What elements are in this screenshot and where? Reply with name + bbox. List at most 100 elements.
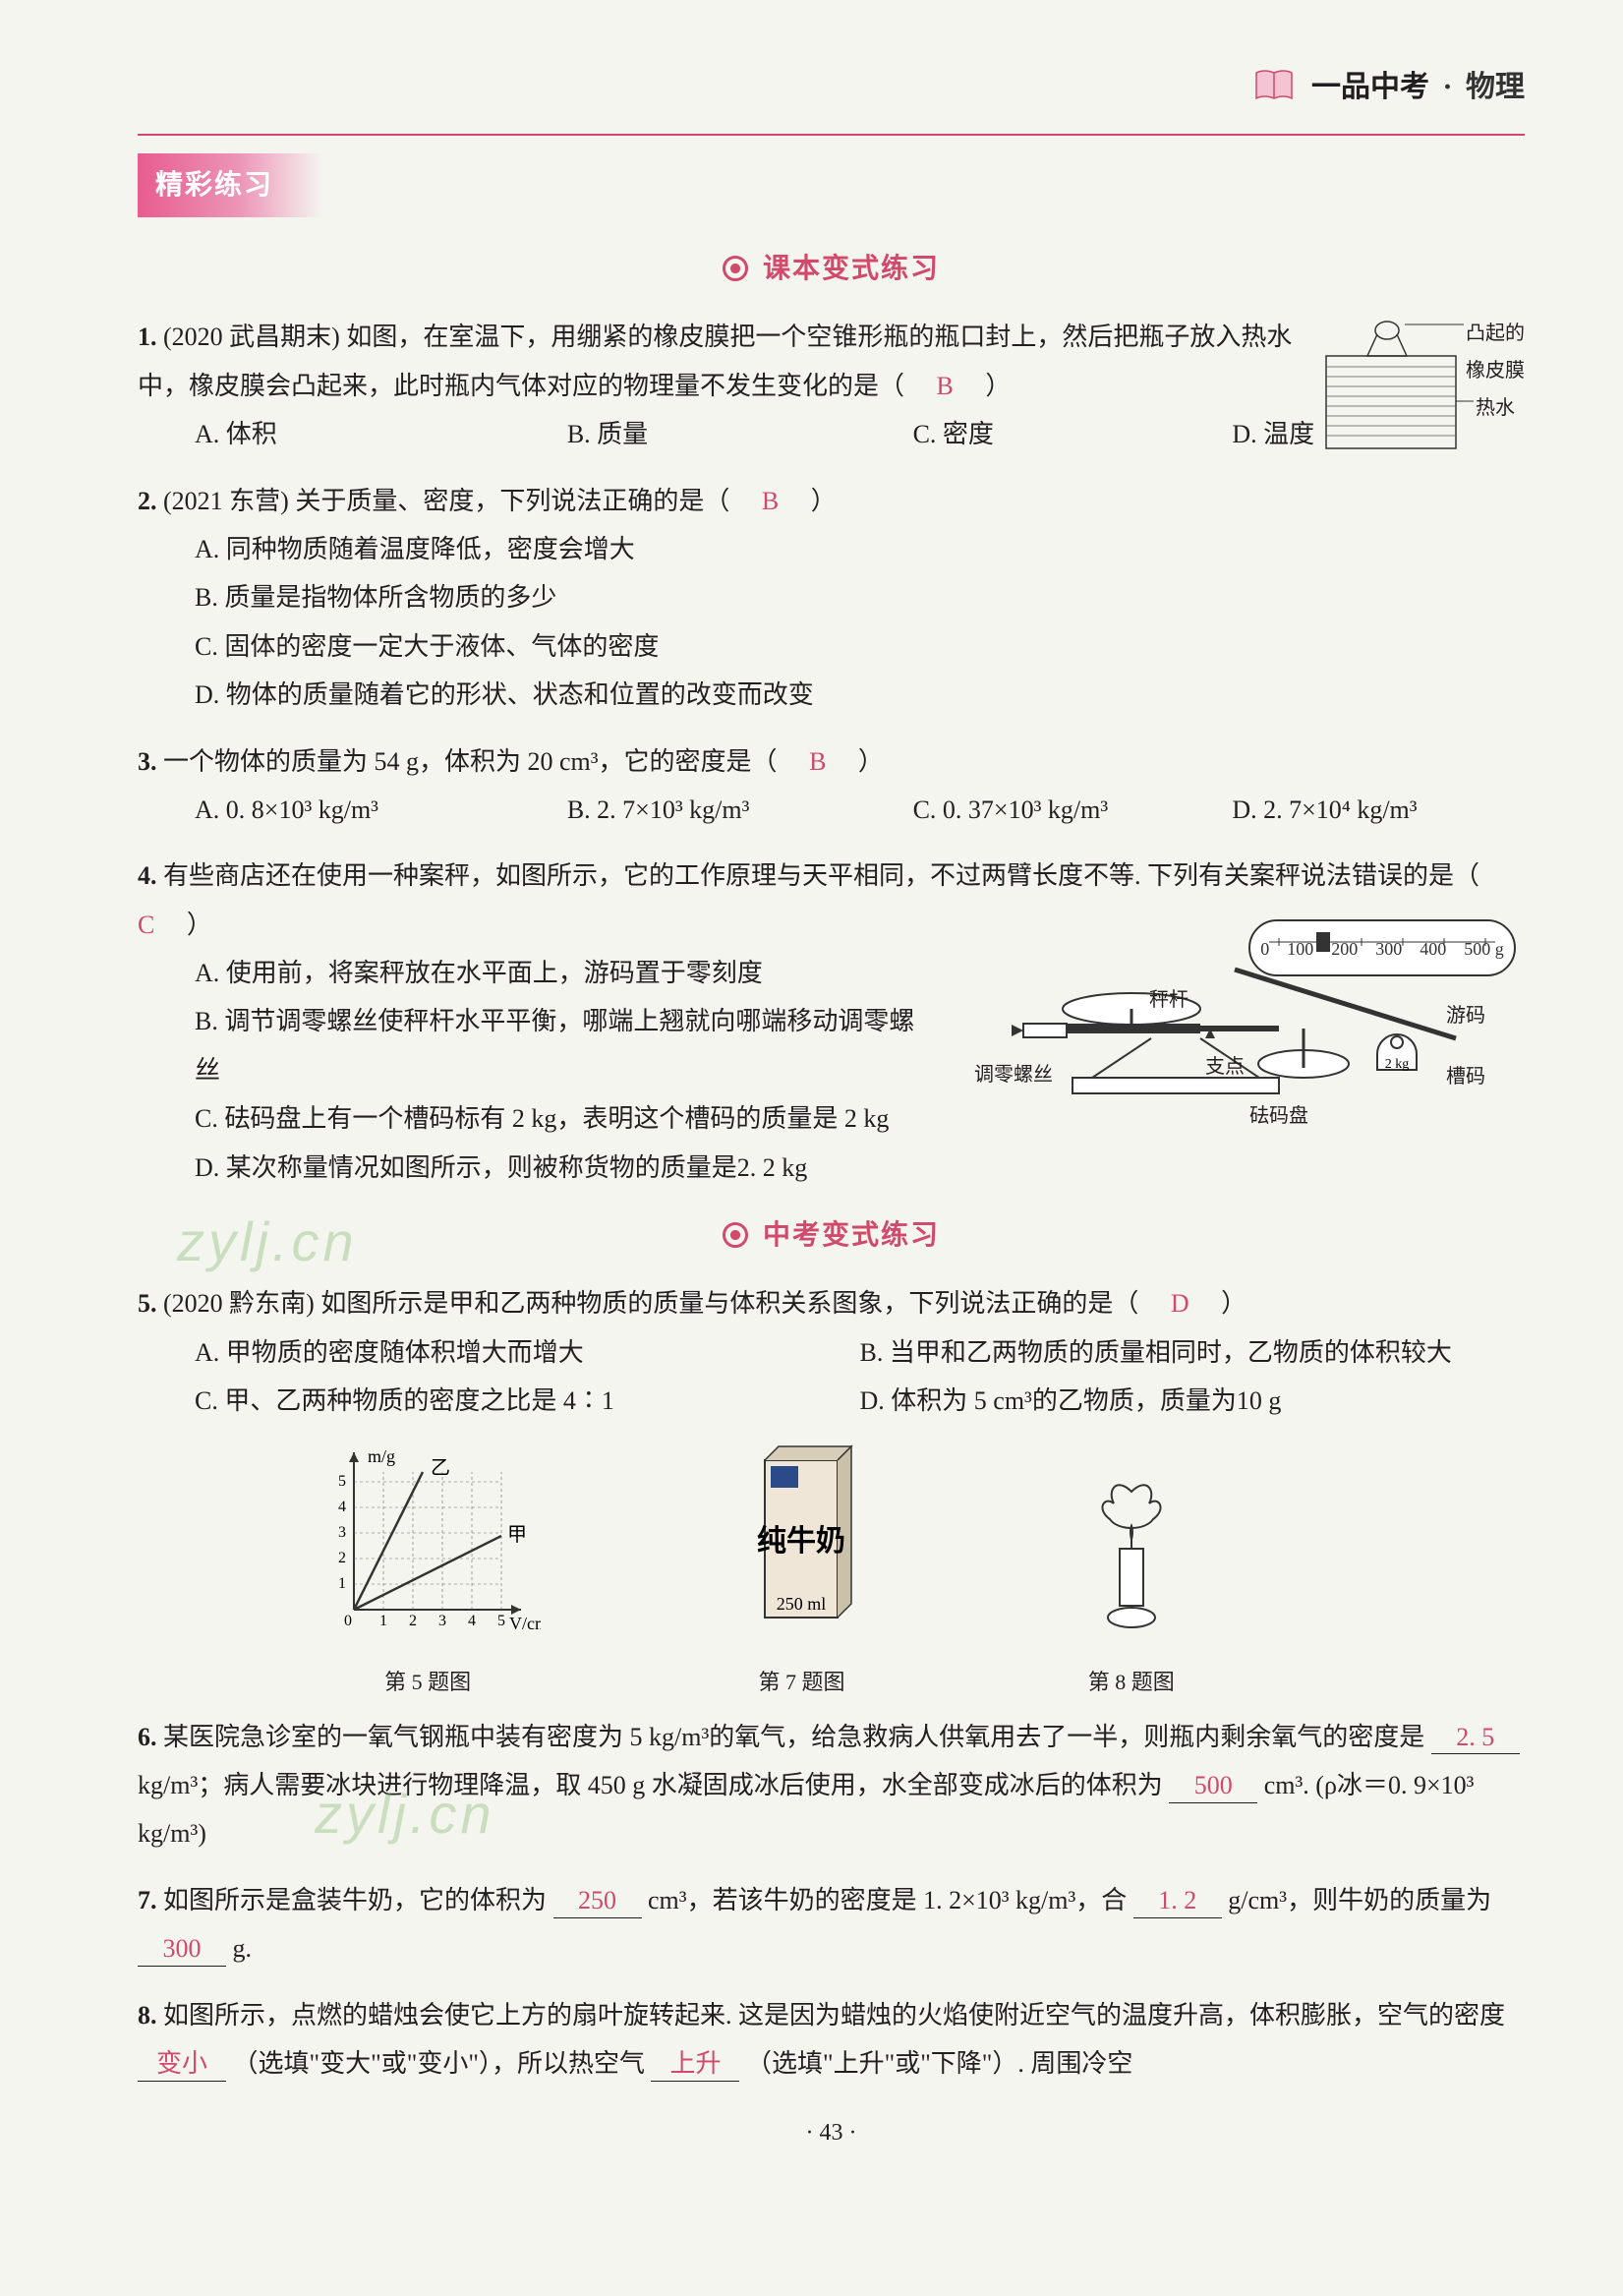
question-5: 5. (2020 黔东南) 如图所示是甲和乙两种物质的质量与体积关系图象，下列说… (138, 1279, 1525, 1425)
question-6: 6. 某医院急诊室的一氧气钢瓶中装有密度为 5 kg/m³的氧气，给急救病人供氧… (138, 1713, 1525, 1858)
q1-fig-l2: 热水 (1476, 389, 1515, 427)
q2-text-a: 关于质量、密度，下列说法正确的是（ (295, 487, 729, 515)
q7-ans3: 300 (138, 1932, 226, 1967)
question-1: 1. (2020 武昌期末) 如图，在室温下，用绷紧的橡皮膜把一个空锥形瓶的瓶口… (138, 313, 1525, 458)
q5-num: 5. (138, 1289, 163, 1318)
series-title-1: 一品中考 (1311, 71, 1429, 103)
series-sep: · (1442, 71, 1452, 103)
q8-ans1: 变小 (138, 2047, 226, 2082)
svg-text:4: 4 (338, 1499, 346, 1515)
q7-ans1: 250 (553, 1884, 642, 1918)
q2-optB: B. 质量是指物体所含物质的多少 (195, 573, 1525, 621)
q4-fl5: 砝码盘 (1249, 1097, 1308, 1135)
q2-num: 2. (138, 487, 163, 515)
q1-optC: C. 密度 (913, 410, 1233, 458)
svg-text:甲: 甲 (507, 1524, 527, 1546)
q3-optC: C. 0. 37×10³ kg/m³ (913, 786, 1233, 834)
q8-a: 如图所示，点燃的蜡烛会使它上方的扇叶旋转起来. 这是因为蜡烛的火焰使附近空气的温… (163, 2001, 1505, 2030)
q6-ans2: 500 (1169, 1769, 1257, 1803)
q1-fig-l1: 凸起的橡皮膜 (1466, 315, 1535, 389)
q1-figure: 凸起的橡皮膜 热水 (1318, 313, 1535, 476)
q5-ans: D (1145, 1289, 1215, 1318)
q2-ans: B (736, 487, 804, 515)
q4-optB: B. 调节调零螺丝使秤杆水平平衡，哪端上翘就向哪端移动调零螺丝 (195, 997, 935, 1094)
section-tab: 精彩练习 (138, 153, 322, 217)
svg-text:纯牛奶: 纯牛奶 (757, 1525, 845, 1558)
q2-optC: C. 固体的密度一定大于液体、气体的密度 (195, 622, 1525, 671)
question-4: 4. 有些商店还在使用一种案秤，如图所示，它的工作原理与天平相同，不过两臂长度不… (138, 852, 1525, 1192)
q5-optD: D. 体积为 5 cm³的乙物质，质量为10 g (860, 1377, 1526, 1425)
q6-b: kg/m³；病人需要冰块进行物理降温，取 450 g 水凝固成冰后使用，水全部变… (138, 1771, 1163, 1799)
q5-optA: A. 甲物质的密度随体积增大而增大 (195, 1328, 860, 1377)
q4-optA: A. 使用前，将案秤放在水平面上，游码置于零刻度 (195, 949, 935, 997)
q5-text-a: 如图所示是甲和乙两种物质的质量与体积关系图象，下列说法正确的是（ (320, 1289, 1138, 1318)
q7-d: g. (233, 1934, 253, 1963)
page-number: · 43 · (138, 2111, 1525, 2156)
svg-text:1: 1 (379, 1613, 387, 1629)
circle-icon-2 (723, 1222, 748, 1248)
q3-text-a: 一个物体的质量为 54 g，体积为 20 cm³，它的密度是（ (163, 747, 778, 776)
q4-optD: D. 某次称量情况如图所示，则被称货物的质量是2. 2 kg (195, 1144, 935, 1192)
svg-text:V/cm³: V/cm³ (509, 1614, 541, 1633)
q3-ans: B (783, 747, 851, 776)
svg-text:2 kg: 2 kg (1385, 1057, 1410, 1072)
sub-header-2: 中考变式练习 zylj.cn (138, 1209, 1525, 1262)
q3-optD: D. 2. 7×10⁴ kg/m³ (1232, 786, 1525, 834)
q1-ans: B (911, 372, 979, 400)
book-icon (1254, 65, 1294, 121)
svg-text:4: 4 (468, 1613, 476, 1629)
q5-text-b: ） (1221, 1289, 1246, 1318)
sub-header-1-text: 课本变式练习 (763, 254, 940, 284)
q5-optB: B. 当甲和乙两物质的质量相同时，乙物质的体积较大 (860, 1328, 1526, 1377)
svg-text:1: 1 (338, 1575, 346, 1592)
q7-ans2: 1. 2 (1133, 1884, 1222, 1918)
q3-optB: B. 2. 7×10³ kg/m³ (567, 786, 913, 834)
q2-src: (2021 东营) (163, 487, 289, 515)
q7-a: 如图所示是盒装牛奶，它的体积为 (163, 1886, 547, 1914)
q4-fl2: 游码 (1446, 997, 1485, 1034)
q4-fl3: 调零螺丝 (974, 1056, 1053, 1093)
q8-ans2: 上升 (651, 2047, 739, 2082)
svg-text:5: 5 (497, 1613, 505, 1629)
question-3: 3. 一个物体的质量为 54 g，体积为 20 cm³，它的密度是（ B ） A… (138, 737, 1525, 835)
header-rule (138, 134, 1525, 136)
q7-c: g/cm³，则牛奶的质量为 (1228, 1886, 1491, 1914)
q6-a: 某医院急诊室的一氧气钢瓶中装有密度为 5 kg/m³的氧气，给急救病人供氧用去了… (163, 1723, 1424, 1751)
series-title-2: 物理 (1466, 71, 1525, 103)
q5-src: (2020 黔东南) (163, 1289, 315, 1318)
svg-text:乙: 乙 (431, 1457, 450, 1479)
sub-header-2-text: 中考变式练习 (763, 1220, 940, 1251)
q5-chart: 乙 甲 0 1 2 3 4 5 1 2 3 4 5 m/g V/cm³ 第 5 … (315, 1442, 541, 1702)
q2-optD: D. 物体的质量随着它的形状、状态和位置的改变而改变 (195, 671, 1525, 719)
q2-text-b: ） (811, 487, 837, 515)
q8-num: 8. (138, 2001, 163, 2030)
q6-ans1: 2. 5 (1431, 1721, 1520, 1755)
q4-figure: 0 100 200 300 400 500 g 2 kg 秤杆 游码 调零螺丝 … (955, 911, 1535, 1162)
q1-text-b: ） (985, 372, 1011, 400)
sub-header-1: 课本变式练习 (138, 243, 1525, 295)
q4-fl1: 秤杆 (1149, 981, 1188, 1019)
q4-optC: C. 砝码盘上有一个槽码标有 2 kg，表明这个槽码的质量是 2 kg (195, 1094, 935, 1143)
svg-text:2: 2 (409, 1613, 417, 1629)
book-header: 一品中考 · 物理 (138, 59, 1525, 129)
question-8: 8. 如图所示，点燃的蜡烛会使它上方的扇叶旋转起来. 这是因为蜡烛的火焰使附近空… (138, 1991, 1525, 2089)
q7-figure: 纯牛奶 250 ml 第 7 题图 (737, 1442, 865, 1702)
q3-text-b: ） (858, 747, 884, 776)
q1-num: 1. (138, 323, 163, 351)
cap7: 第 7 题图 (737, 1662, 865, 1703)
q1-optA: A. 体积 (195, 410, 567, 458)
q8-b: （选填"变大"或"变小"），所以热空气 (233, 2049, 645, 2078)
q4-text-b: ） (187, 911, 212, 939)
question-7: 7. 如图所示是盒装牛奶，它的体积为 250 cm³，若该牛奶的密度是 1. 2… (138, 1876, 1525, 1973)
svg-text:3: 3 (438, 1613, 446, 1629)
question-2: 2. (2021 东营) 关于质量、密度，下列说法正确的是（ B ） A. 同种… (138, 477, 1525, 720)
svg-text:5: 5 (338, 1473, 346, 1490)
q1-src: (2020 武昌期末) (163, 323, 340, 351)
q1-optB: B. 质量 (567, 410, 913, 458)
svg-text:0: 0 (344, 1613, 352, 1629)
q8-c: （选填"上升"或"下降"）. 周围冷空 (746, 2049, 1132, 2078)
q4-fl4: 支点 (1205, 1048, 1245, 1086)
figure-row: 乙 甲 0 1 2 3 4 5 1 2 3 4 5 m/g V/cm³ 第 5 … (167, 1442, 1495, 1702)
q6-num: 6. (138, 1723, 163, 1751)
svg-text:250 ml: 250 ml (777, 1594, 827, 1614)
